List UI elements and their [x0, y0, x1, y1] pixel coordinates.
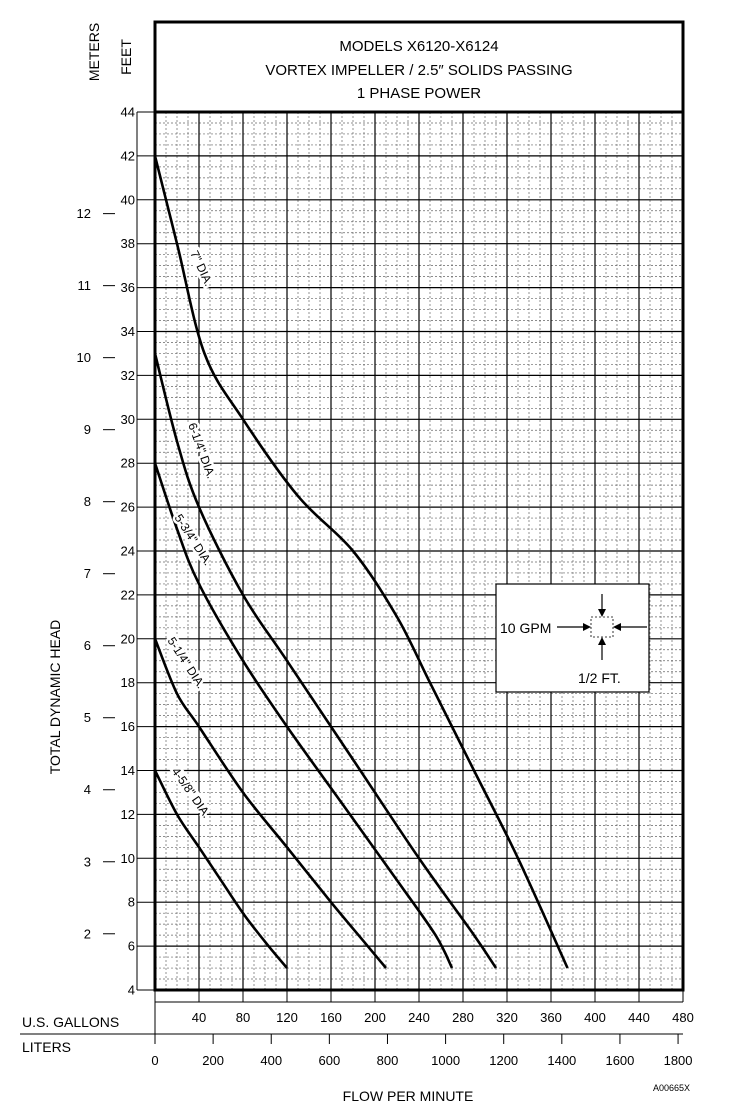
inset-flow-label: 10 GPM: [500, 620, 551, 636]
feet-tick-label: 34: [121, 324, 135, 339]
gallon-tick-label: 280: [452, 1010, 474, 1025]
feet-tick-label: 20: [121, 631, 135, 646]
curve-series-1: [153, 155, 569, 969]
feet-tick-label: 16: [121, 719, 135, 734]
scale-inset-box: [495, 583, 650, 693]
feet-tick-label: 24: [121, 544, 135, 559]
meter-tick-label: 2: [84, 926, 91, 941]
meter-tick-label: 11: [78, 278, 92, 293]
meters-axis-title: METERS: [86, 23, 102, 81]
meter-tick-label: 6: [84, 638, 91, 653]
meter-tick-label: 9: [84, 422, 91, 437]
gallon-tick-label: 240: [408, 1010, 430, 1025]
feet-tick-label: 18: [121, 675, 135, 690]
feet-tick-label: 22: [121, 587, 135, 602]
curve-series-2: [153, 353, 498, 969]
feet-tick-label: 4: [128, 983, 135, 998]
inset-arrowhead-left: [583, 623, 591, 631]
curve-label-1: 7" DIA.: [187, 248, 216, 288]
liter-tick-label: 1800: [664, 1053, 693, 1068]
inset-arrowhead-top: [598, 609, 606, 617]
feet-tick-label: 38: [121, 236, 135, 251]
feet-tick-label: 36: [121, 280, 135, 295]
feet-tick-label: 44: [121, 105, 135, 120]
figure-code: A00665X: [653, 1083, 690, 1093]
curve-series-4: [153, 638, 387, 969]
meter-tick-label: 5: [84, 710, 91, 725]
liter-tick-label: 200: [202, 1053, 224, 1068]
liter-tick-label: 1200: [489, 1053, 518, 1068]
meter-tick-label: 4: [84, 782, 91, 797]
chart-title-line-2: VORTEX IMPELLER / 2.5″ SOLIDS PASSING: [265, 62, 572, 79]
feet-tick-label: 28: [121, 456, 135, 471]
liter-ticks: 0 200 400 600 800 1000 1200 1400 1600 1800: [151, 1034, 693, 1068]
meter-ticks: 2 3 4 5 6 7 8 9 10 11 12: [77, 206, 115, 941]
gallon-tick-label: 80: [236, 1010, 250, 1025]
feet-tick-label: 6: [128, 939, 135, 954]
feet-tick-label: 14: [121, 763, 135, 778]
meter-tick-label: 7: [84, 566, 91, 581]
liter-tick-label: 400: [260, 1053, 282, 1068]
chart-title-line-3: 1 PHASE POWER: [357, 85, 481, 102]
feet-tick-label: 12: [121, 807, 135, 822]
curve-series-3: [153, 462, 454, 969]
major-grid: [155, 112, 683, 990]
liters-axis-title: LITERS: [22, 1039, 71, 1055]
feet-axis-title: FEET: [118, 39, 134, 75]
feet-tick-label: 32: [121, 368, 135, 383]
meter-tick-label: 10: [77, 350, 91, 365]
meter-tick-label: 3: [84, 854, 91, 869]
gallon-tick-label: 120: [276, 1010, 298, 1025]
curve-label-2: 6-1/4" DIA.: [185, 421, 218, 481]
gallon-tick-label: 200: [364, 1010, 386, 1025]
gallon-ticks: 40 80 120 160 200 240 280 320 360 400 440 480: [192, 990, 694, 1025]
gallon-tick-label: 400: [584, 1010, 606, 1025]
feet-tick-label: 40: [121, 192, 135, 207]
meter-tick-label: 8: [84, 494, 91, 509]
y-axis-title: TOTAL DYNAMIC HEAD: [47, 620, 63, 775]
gallon-tick-label: 320: [496, 1010, 518, 1025]
liter-tick-label: 800: [377, 1053, 399, 1068]
inset-head-label: 1/2 FT.: [578, 670, 621, 686]
inset-arrowhead-bottom: [598, 637, 606, 645]
gallon-tick-label: 40: [192, 1010, 206, 1025]
feet-tick-label: 42: [121, 148, 135, 163]
gallons-axis-title: U.S. GALLONS: [22, 1014, 119, 1030]
title-box: [153, 20, 685, 114]
liter-tick-label: 1000: [431, 1053, 460, 1068]
inset-arrowhead-right: [613, 623, 621, 631]
feet-tick-label: 26: [121, 500, 135, 515]
feet-tick-label: 30: [121, 412, 135, 427]
gallon-tick-label: 480: [672, 1010, 694, 1025]
liter-tick-label: 0: [151, 1053, 158, 1068]
liter-tick-label: 1600: [605, 1053, 634, 1068]
x-axis-title: FLOW PER MINUTE: [343, 1088, 474, 1104]
gallon-tick-label: 160: [320, 1010, 342, 1025]
liter-tick-label: 600: [319, 1053, 341, 1068]
feet-tick-label: 10: [121, 851, 135, 866]
feet-ticks: 4 6 8 10 12 14 16 18 20 22 24 26 28 30 32 34 36 38 40 42 44: [121, 105, 155, 998]
feet-tick-label: 8: [128, 895, 135, 910]
curve-series-5: [153, 769, 288, 969]
meter-tick-label: 12: [77, 206, 91, 221]
scale-inset: 10 GPM 1/2 FT.: [495, 583, 650, 693]
chart-title-line-1: MODELS X6120-X6124: [339, 38, 498, 55]
gallon-tick-label: 440: [628, 1010, 650, 1025]
liter-tick-label: 1400: [547, 1053, 576, 1068]
gallon-tick-label: 360: [540, 1010, 562, 1025]
